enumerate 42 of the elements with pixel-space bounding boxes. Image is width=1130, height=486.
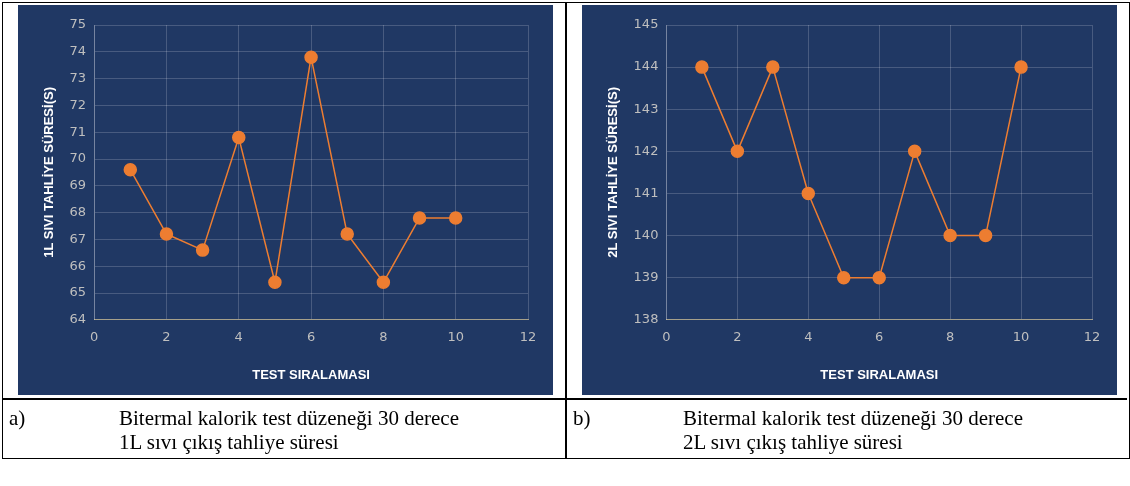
y-tick-label: 141 [633, 184, 659, 200]
y-tick-label: 70 [69, 150, 87, 166]
y-tick-label: 75 [69, 16, 87, 32]
text: a) [9, 406, 27, 432]
y-tick-label: 72 [69, 96, 87, 112]
text: Bitermal kalorik test düzeneği 30 derece 1L sıvı çıkış tahliye süresi [119, 406, 460, 454]
y-tick-label: 139 [633, 269, 659, 285]
x-tick-label: 8 [379, 328, 388, 344]
y-tick-label: 68 [69, 203, 87, 219]
x-tick-label: 12 [519, 328, 537, 344]
y-tick-label: 144 [633, 58, 659, 74]
x-tick-label: 10 [1012, 328, 1030, 344]
y-tick-label: 69 [69, 177, 87, 193]
y-tick-label: 138 [633, 311, 659, 327]
text: b) [573, 406, 592, 432]
y-tick-label: 142 [633, 142, 659, 158]
x-tick-label: 4 [804, 328, 813, 344]
x-tick-label: 6 [306, 328, 316, 344]
y-tick-label: 73 [69, 69, 87, 85]
y-tick-label: 145 [633, 16, 659, 32]
text: Bitermal kalorik test düzeneği 30 derece 2L sıvı çıkış tahliye süresi [683, 406, 1024, 454]
x-tick-label: 2 [733, 328, 742, 344]
x-tick-label: 2 [162, 328, 171, 344]
y-tick-label: 65 [69, 284, 87, 300]
x-tick-label: 0 [90, 328, 99, 344]
y-tick-label: 71 [69, 123, 87, 139]
y-tick-label: 64 [69, 311, 87, 327]
y-tick-label: 143 [633, 100, 659, 116]
x-tick-label: 4 [234, 328, 243, 344]
x-axis-title: TEST SIRALAMASI [252, 366, 370, 382]
y-tick-label: 67 [69, 230, 87, 246]
x-tick-label: 12 [1083, 328, 1101, 344]
x-tick-label: 6 [875, 328, 884, 344]
x-axis-title: TEST SIRALAMASI [820, 366, 939, 382]
x-tick-label: 0 [662, 328, 671, 344]
y-axis-title: 1L SIVI TAHLİYE SÜRESİ(S) [41, 87, 57, 258]
y-tick-label: 66 [69, 257, 87, 273]
y-tick-label: 140 [633, 226, 659, 242]
x-tick-label: 8 [946, 328, 955, 344]
y-tick-label: 74 [69, 43, 87, 59]
x-tick-label: 10 [447, 328, 464, 344]
y-axis-title: 2L SIVI TAHLİYE SÜRESİ(S) [605, 87, 621, 258]
